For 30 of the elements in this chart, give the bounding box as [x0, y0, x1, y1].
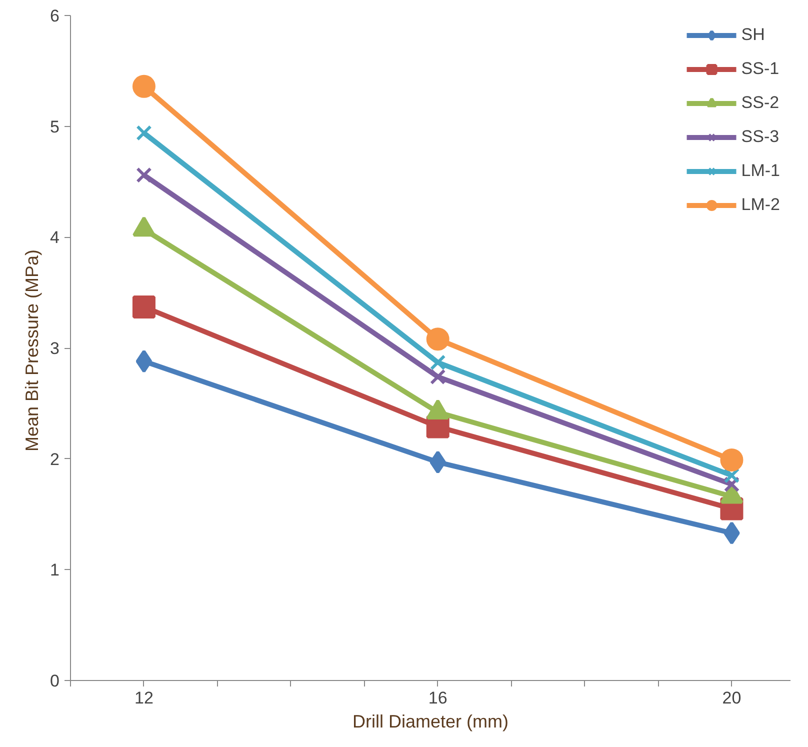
point — [724, 468, 740, 484]
y-tick-label: 3 — [50, 339, 60, 358]
point — [136, 167, 152, 183]
y-tick-label: 2 — [50, 450, 60, 469]
legend-label: SH — [741, 25, 765, 45]
x-tick-label: 20 — [722, 688, 742, 708]
point — [132, 74, 156, 98]
legend-label: LM-2 — [741, 195, 780, 215]
point — [132, 295, 156, 318]
y-tick-label: 0 — [50, 672, 60, 690]
y-tick-label: 5 — [50, 117, 60, 136]
legend-label: SS-2 — [741, 93, 780, 113]
y-tick-label: 4 — [50, 228, 60, 248]
point — [426, 328, 450, 351]
legend-label: LM-1 — [741, 161, 780, 181]
point — [430, 354, 446, 370]
x-axis-title: Drill Diameter (mm) — [352, 712, 509, 732]
y-tick-label: 6 — [50, 6, 60, 26]
point — [724, 522, 740, 545]
legend-label: SS-1 — [741, 59, 780, 79]
point — [136, 350, 152, 373]
y-axis-title: Mean Bit Pressure (MPa) — [22, 249, 42, 452]
x-tick-label: 12 — [134, 688, 154, 708]
point — [136, 125, 152, 141]
point — [430, 450, 446, 474]
y-tick-label: 1 — [50, 560, 60, 580]
legend-label: SS-3 — [741, 127, 780, 147]
point — [430, 368, 446, 385]
x-tick-label: 16 — [428, 688, 448, 708]
point — [720, 448, 744, 472]
